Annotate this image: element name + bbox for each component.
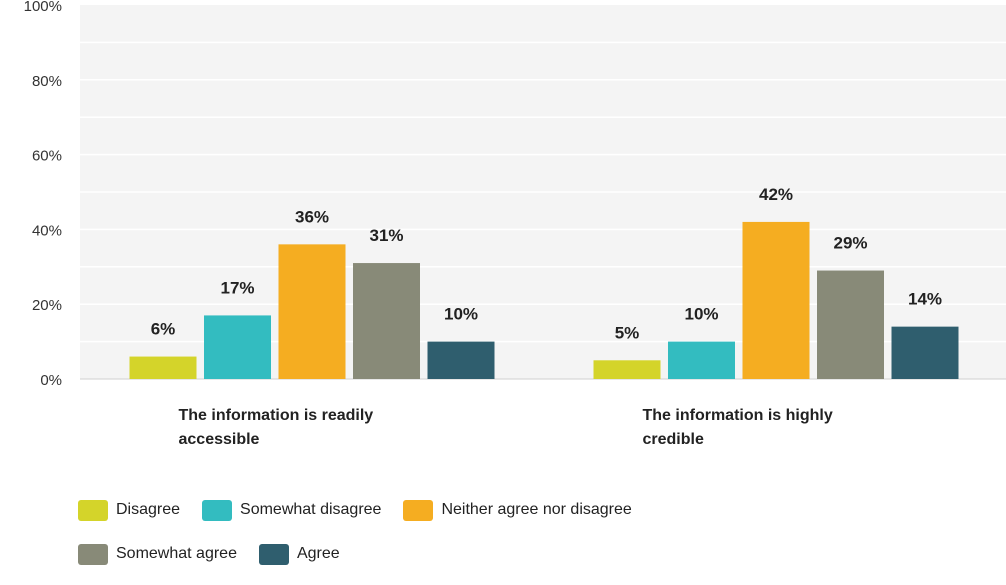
legend-label-neither: Neither agree nor disagree xyxy=(441,501,632,518)
category-label: The information is readily xyxy=(179,407,374,424)
legend-label-somewhat-disagree: Somewhat disagree xyxy=(240,501,382,518)
legend-label-somewhat-agree: Somewhat agree xyxy=(116,545,237,562)
bar xyxy=(593,360,661,379)
legend-item-somewhat-disagree: Somewhat disagree xyxy=(202,499,382,521)
legend: Disagree Somewhat disagree Neither agree… xyxy=(78,497,978,585)
category-labels: The information is readily accessible The … xyxy=(179,407,833,448)
legend-swatch-disagree xyxy=(78,499,108,521)
bar xyxy=(427,341,495,379)
bar xyxy=(742,221,810,379)
data-label: 10% xyxy=(444,305,478,324)
legend-label-agree: Agree xyxy=(296,545,340,562)
legend-swatch-agree xyxy=(258,543,289,565)
category-label: The information is highly xyxy=(643,407,833,424)
y-tick-label: 0% xyxy=(40,372,62,389)
legend-label-disagree: Disagree xyxy=(116,501,181,518)
legend-item-neither: Neither agree nor disagree xyxy=(403,499,632,521)
legend-swatch-somewhat-disagree xyxy=(202,499,233,521)
bar-chart: 0% 20% 40% 60% 80% 100% 6% 5% 17% 10% 36% 42% 31% 29… xyxy=(24,0,1006,448)
data-label: 29% xyxy=(833,234,867,253)
bar xyxy=(891,326,959,379)
data-label: 6% xyxy=(151,320,176,339)
data-label: 10% xyxy=(684,305,718,324)
legend-swatch-somewhat-agree xyxy=(78,543,108,565)
y-axis: 0% 20% 40% 60% 80% 100% xyxy=(24,0,62,389)
legend-item-somewhat-agree: Somewhat agree xyxy=(78,543,237,565)
data-label: 36% xyxy=(295,207,329,226)
bar xyxy=(129,356,197,379)
legend-item-disagree: Disagree xyxy=(78,499,181,521)
legend-row-1: Disagree Somewhat disagree Neither agree… xyxy=(78,497,978,523)
category-label: credible xyxy=(643,431,704,448)
y-tick-label: 20% xyxy=(32,297,62,314)
y-tick-label: 60% xyxy=(32,148,62,165)
y-tick-label: 80% xyxy=(32,73,62,90)
y-tick-label: 40% xyxy=(32,222,62,239)
bar xyxy=(353,263,420,379)
legend-swatch-neither xyxy=(403,499,434,521)
legend-item-agree: Agree xyxy=(258,543,340,565)
y-tick-label: 100% xyxy=(24,0,62,15)
bar xyxy=(204,315,271,379)
category-label: accessible xyxy=(179,431,260,448)
bars xyxy=(129,221,959,379)
legend-row-2: Somewhat agree Agree xyxy=(78,541,978,567)
bar xyxy=(817,270,884,379)
data-label: 42% xyxy=(759,185,793,204)
data-label: 14% xyxy=(908,290,942,309)
bar xyxy=(278,244,346,379)
data-label: 17% xyxy=(220,278,254,297)
data-label: 5% xyxy=(615,323,640,342)
data-label: 31% xyxy=(369,226,403,245)
bar xyxy=(668,341,735,379)
data-labels: 6% 5% 17% 10% 36% 42% 31% 29% 10% 14% xyxy=(151,185,942,342)
